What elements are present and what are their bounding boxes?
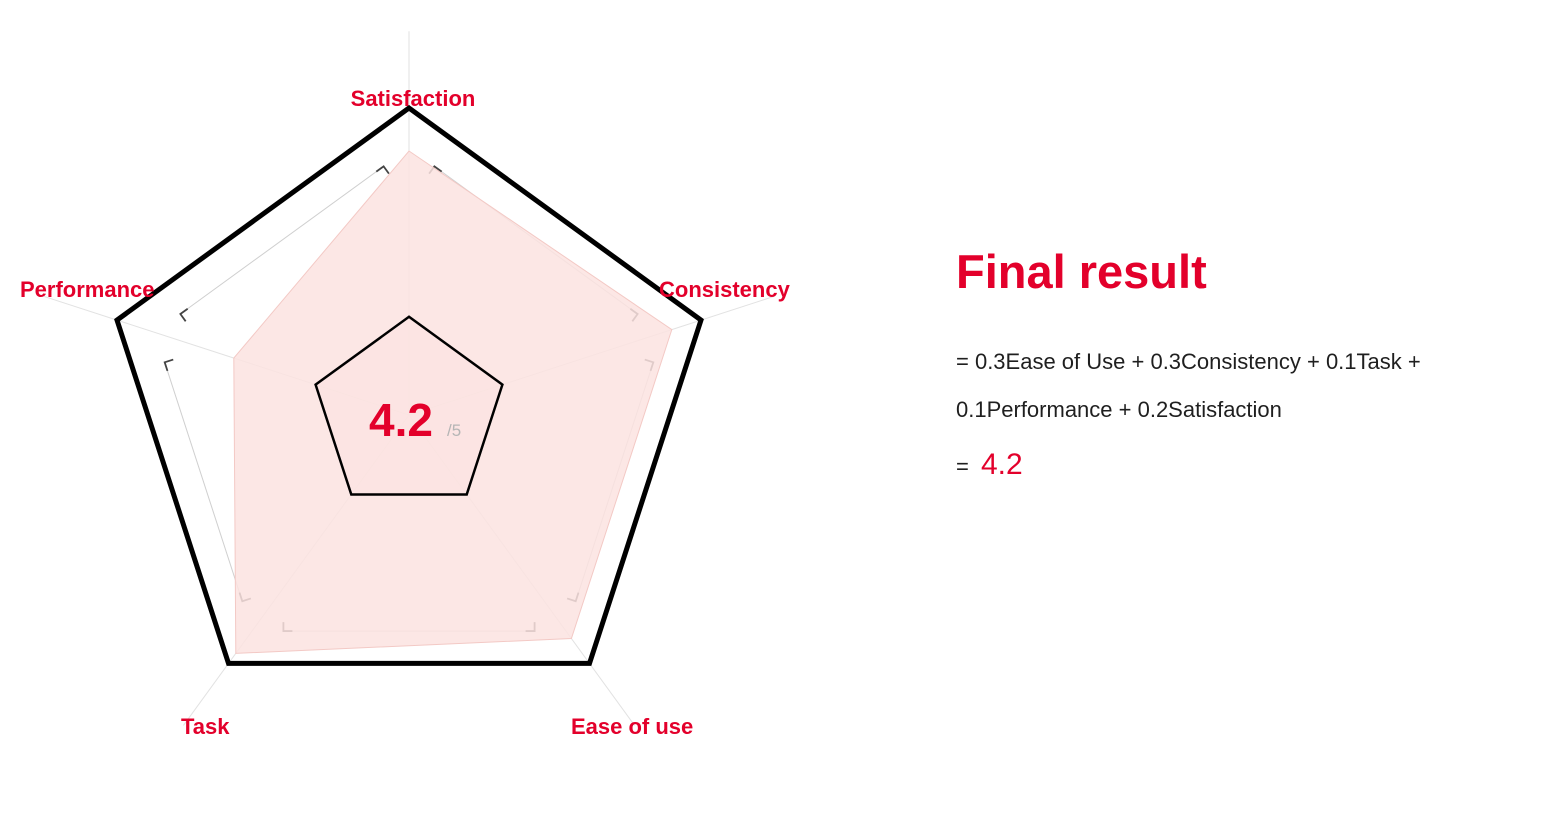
result-value: 4.2 xyxy=(980,448,1023,481)
axis-labels: Satisfaction Consistency Ease of use Tas… xyxy=(20,86,791,739)
axis-label-consistency: Consistency xyxy=(659,277,791,302)
axis-label-ease-of-use: Ease of use xyxy=(571,714,693,739)
axis-label-task: Task xyxy=(181,714,230,739)
edge-bracket xyxy=(179,165,390,322)
radar-chart: Satisfaction Consistency Ease of use Tas… xyxy=(20,31,791,739)
score-value: 4.2 xyxy=(369,394,433,446)
axis-label-performance: Performance xyxy=(20,277,155,302)
inner-pentagon xyxy=(314,315,504,496)
formula-line-1: = 0.3Ease of Use + 0.3Consistency + 0.1T… xyxy=(956,349,1421,374)
axis-label-satisfaction: Satisfaction xyxy=(351,86,476,111)
result-line: = 4.2 xyxy=(956,448,1536,482)
result-panel: Final result = 0.3Ease of Use + 0.3Consi… xyxy=(956,244,1536,482)
formula-line-2: 0.1Performance + 0.2Satisfaction xyxy=(956,397,1282,422)
result-title: Final result xyxy=(956,245,1207,298)
score-max: /5 xyxy=(447,421,461,440)
formula: = 0.3Ease of Use + 0.3Consistency + 0.1T… xyxy=(956,338,1536,434)
result-equals: = xyxy=(956,454,969,479)
outer-pentagon xyxy=(114,104,704,666)
